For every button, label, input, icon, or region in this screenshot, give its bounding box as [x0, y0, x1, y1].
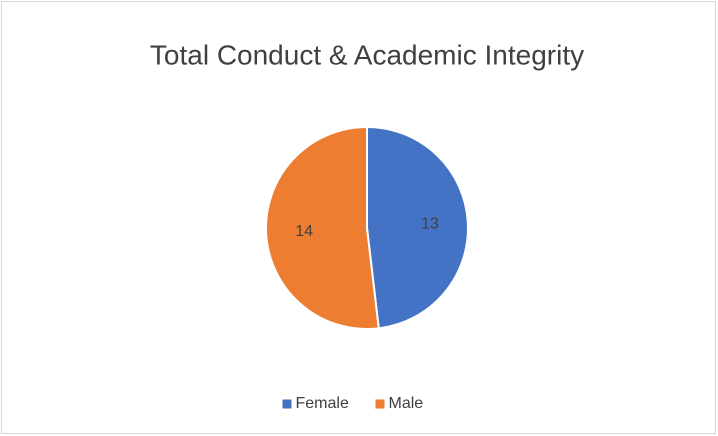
- pie-slice: [366, 125, 469, 330]
- legend-label: Male: [389, 395, 424, 412]
- legend-label: Female: [296, 395, 349, 412]
- data-label: 14: [295, 223, 313, 240]
- legend-swatch: [282, 399, 292, 409]
- data-label: 13: [421, 216, 439, 233]
- legend-swatch: [375, 399, 385, 409]
- pie-slice: [265, 125, 380, 330]
- chart-title: Total Conduct & Academic Integrity: [150, 39, 584, 70]
